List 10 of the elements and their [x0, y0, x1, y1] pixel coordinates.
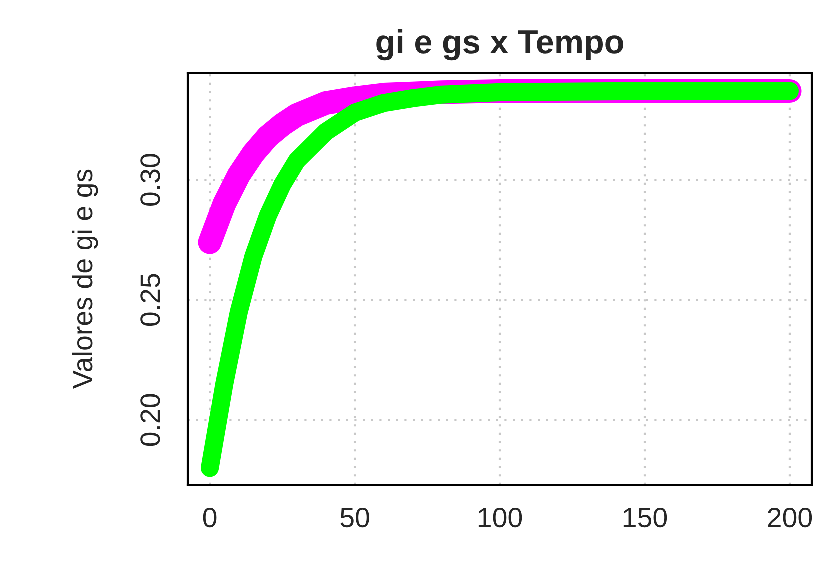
- x-tick-label: 200: [768, 508, 812, 528]
- x-tick-label: 0: [203, 508, 217, 528]
- y-tick-label: 0.30: [140, 154, 160, 206]
- y-tick-label: 0.25: [140, 274, 160, 326]
- y-tick-label: 0.20: [140, 394, 160, 446]
- y-axis-title: Valores de gi e gs: [72, 170, 98, 390]
- x-tick-label: 50: [340, 508, 370, 528]
- x-tick-label: 100: [478, 508, 522, 528]
- x-tick-label: 150: [624, 508, 668, 528]
- chart-title: gi e gs x Tempo: [376, 29, 624, 61]
